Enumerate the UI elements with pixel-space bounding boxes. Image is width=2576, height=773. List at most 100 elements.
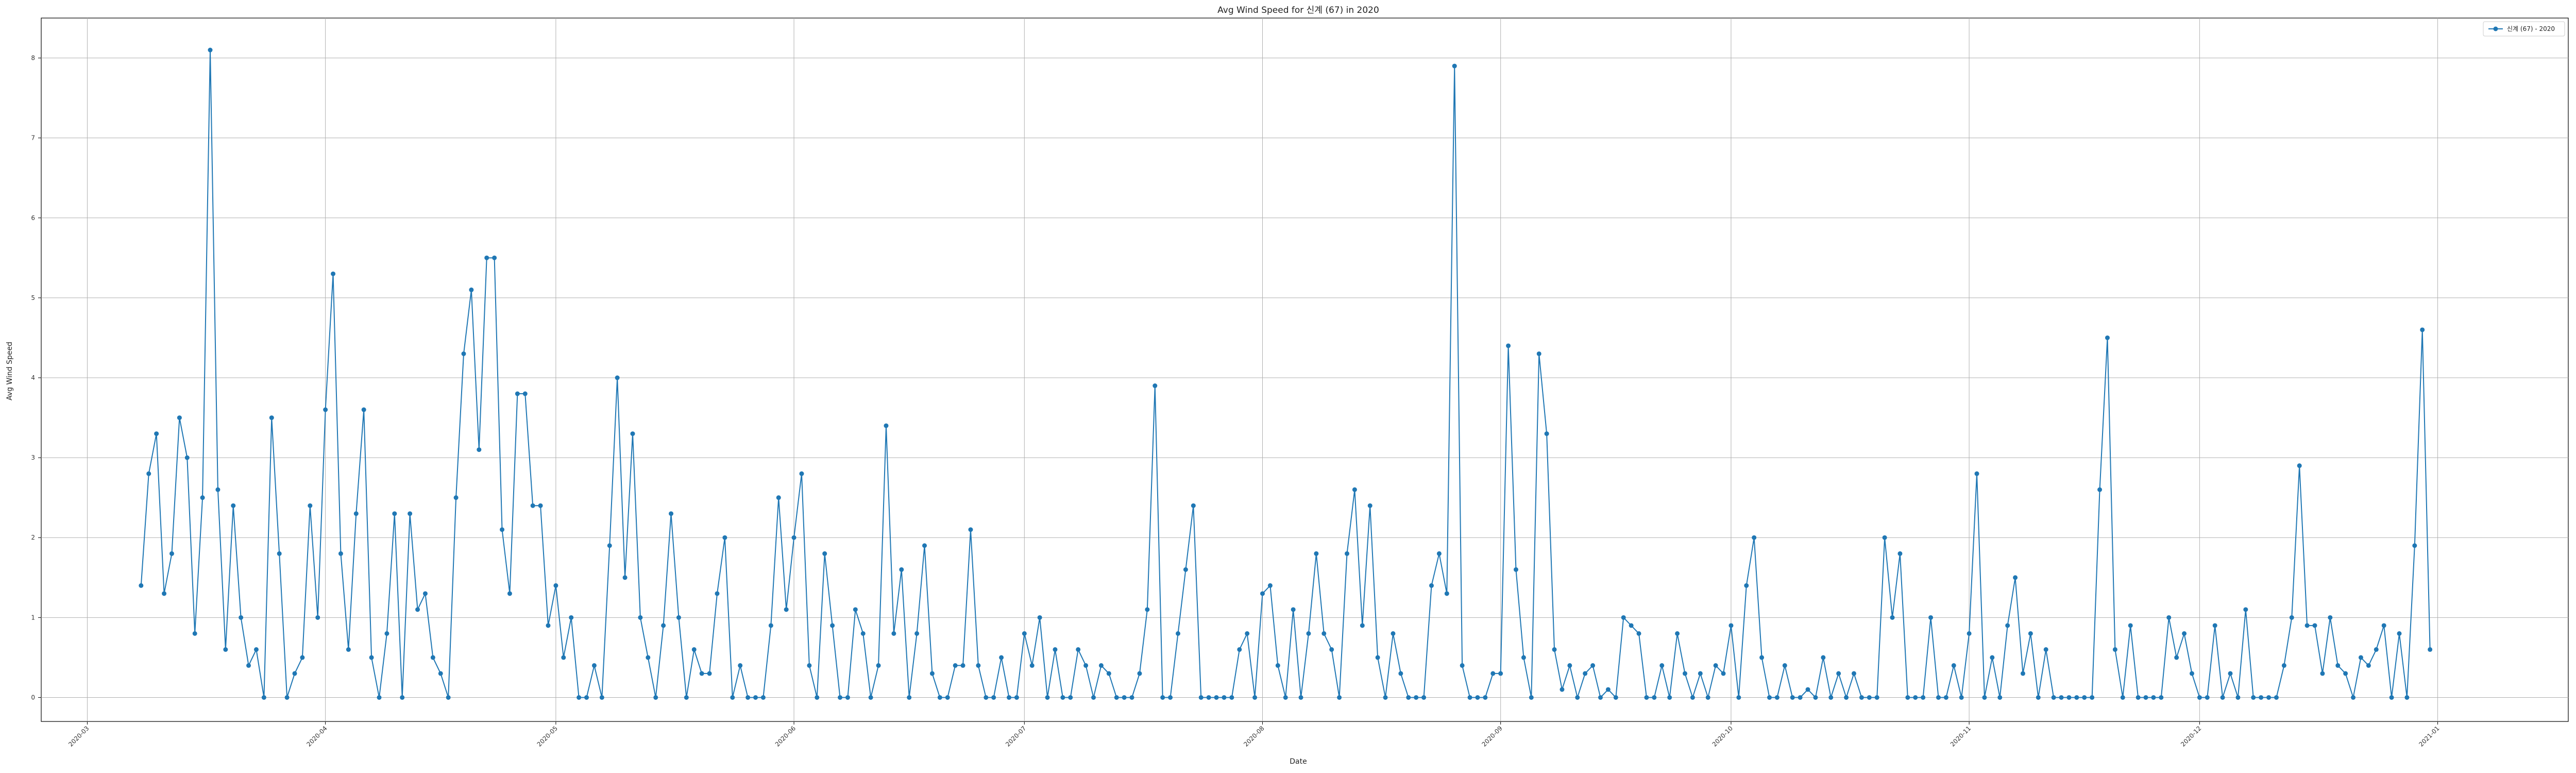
data-point bbox=[914, 631, 920, 636]
y-axis-ticks: 0 1 2 3 4 5 6 7 8 bbox=[31, 55, 41, 701]
data-point bbox=[1744, 583, 1749, 588]
data-point bbox=[945, 695, 950, 700]
data-point bbox=[1690, 695, 1695, 700]
data-point bbox=[231, 503, 236, 508]
x-tick-label: 2020-08 bbox=[1242, 725, 1265, 748]
data-point bbox=[2243, 607, 2248, 612]
data-point bbox=[500, 527, 505, 532]
data-point bbox=[1598, 695, 1603, 700]
data-point bbox=[684, 695, 689, 700]
data-point bbox=[384, 631, 389, 636]
data-point bbox=[577, 695, 582, 700]
data-point bbox=[1844, 695, 1849, 700]
data-point bbox=[2297, 463, 2302, 468]
data-point bbox=[1821, 655, 1826, 660]
data-point bbox=[1298, 695, 1303, 700]
data-point bbox=[1629, 623, 1634, 628]
data-point bbox=[753, 695, 758, 700]
data-point bbox=[1736, 695, 1741, 700]
data-point bbox=[1590, 663, 1596, 668]
data-point bbox=[169, 551, 174, 556]
data-point bbox=[876, 663, 881, 668]
data-point bbox=[346, 647, 351, 652]
data-point bbox=[284, 695, 290, 700]
data-point bbox=[845, 695, 850, 700]
data-point bbox=[1652, 695, 1657, 700]
data-point bbox=[1867, 695, 1872, 700]
data-point bbox=[415, 607, 420, 612]
data-point bbox=[1705, 695, 1710, 700]
data-point bbox=[2312, 623, 2317, 628]
data-point bbox=[208, 47, 213, 53]
data-point bbox=[2220, 695, 2225, 700]
data-point bbox=[2228, 671, 2233, 676]
data-point bbox=[615, 375, 620, 380]
data-point bbox=[1636, 631, 1641, 636]
data-point bbox=[984, 695, 989, 700]
data-point bbox=[646, 655, 651, 660]
data-point bbox=[408, 511, 413, 516]
data-point bbox=[929, 671, 935, 676]
data-point bbox=[146, 471, 151, 476]
legend-box bbox=[2483, 21, 2565, 37]
series-markers bbox=[139, 47, 2433, 700]
data-point bbox=[630, 431, 635, 436]
data-point bbox=[1345, 551, 1349, 556]
data-point bbox=[361, 407, 366, 412]
data-point bbox=[937, 695, 942, 700]
data-point bbox=[2205, 695, 2210, 700]
data-point bbox=[2136, 695, 2141, 700]
data-point bbox=[1536, 351, 1541, 356]
data-point bbox=[2174, 655, 2179, 660]
data-point bbox=[1214, 695, 1219, 700]
data-point bbox=[1414, 695, 1419, 700]
data-point bbox=[722, 535, 727, 540]
data-point bbox=[591, 663, 597, 668]
data-point bbox=[1260, 591, 1265, 596]
x-tick-label: 2020-12 bbox=[2179, 725, 2202, 748]
data-point bbox=[1191, 503, 1196, 508]
data-point bbox=[1928, 615, 1934, 620]
data-point bbox=[1828, 695, 1834, 700]
data-point bbox=[1352, 487, 1357, 492]
data-point bbox=[1337, 695, 1342, 700]
data-point bbox=[1513, 567, 1518, 572]
data-point bbox=[569, 615, 574, 620]
data-point bbox=[269, 415, 274, 421]
data-point bbox=[1421, 695, 1427, 700]
data-point bbox=[2420, 327, 2425, 332]
data-point bbox=[1874, 695, 1879, 700]
data-point bbox=[1605, 687, 1611, 692]
x-axis-ticks: 2020-03 2020-04 2020-05 2020-06 2020-07 2020-… bbox=[67, 721, 2441, 748]
data-point bbox=[907, 695, 912, 700]
x-tick-label: 2020-03 bbox=[67, 725, 90, 748]
data-point bbox=[1053, 647, 1058, 652]
data-point bbox=[1997, 695, 2003, 700]
data-point bbox=[530, 503, 535, 508]
x-tick-label: 2020-07 bbox=[1004, 725, 1027, 748]
data-point bbox=[2428, 647, 2433, 652]
data-point bbox=[507, 591, 512, 596]
data-point bbox=[860, 631, 866, 636]
x-tick-label: 2020-11 bbox=[1949, 725, 1972, 748]
data-point bbox=[760, 695, 766, 700]
data-point bbox=[1283, 695, 1288, 700]
data-point bbox=[1529, 695, 1534, 700]
data-point bbox=[369, 655, 374, 660]
data-point bbox=[261, 695, 266, 700]
data-point bbox=[676, 615, 681, 620]
data-point bbox=[2212, 623, 2217, 628]
data-point bbox=[469, 287, 474, 292]
plot-area bbox=[41, 18, 2569, 722]
chart-title: Avg Wind Speed for 신계 (67) in 2020 bbox=[1217, 5, 1379, 15]
x-tick-label: 2020-09 bbox=[1480, 725, 1503, 748]
data-point bbox=[1098, 663, 1104, 668]
data-point bbox=[353, 511, 359, 516]
data-point bbox=[976, 663, 981, 668]
data-point bbox=[1943, 695, 1948, 700]
data-point bbox=[1091, 695, 1096, 700]
data-point bbox=[1613, 695, 1618, 700]
data-point bbox=[1029, 663, 1035, 668]
data-point bbox=[438, 671, 443, 676]
